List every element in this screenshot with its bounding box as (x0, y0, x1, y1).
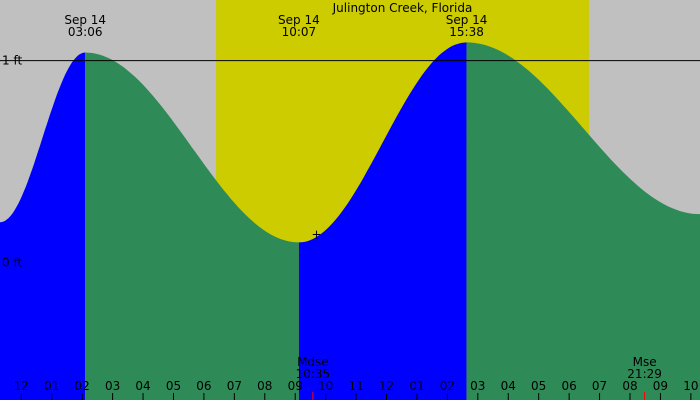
x-tick-label: 02 (75, 379, 90, 393)
x-tick-label: 08 (622, 379, 637, 393)
x-tick-label: 07 (592, 379, 607, 393)
extreme-date-label: Sep 14 (278, 13, 320, 27)
x-tick-label: 03 (470, 379, 485, 393)
x-tick-label: 03 (105, 379, 120, 393)
current-level-marker: + (311, 227, 321, 241)
reference-line-label: 1 ft (2, 54, 22, 68)
x-tick-label: 10 (683, 379, 698, 393)
x-tick-label: 12 (14, 379, 29, 393)
rising-tide-segment (298, 42, 467, 400)
extreme-date-label: Sep 14 (64, 13, 106, 27)
reference-line-label: 0 ft (2, 256, 22, 270)
moon-event-name: Mse (633, 355, 657, 369)
x-tick-label: 09 (288, 379, 303, 393)
extreme-time-label: 15:38 (449, 25, 484, 39)
extreme-time-label: 10:07 (282, 25, 317, 39)
x-tick-label: 12 (379, 379, 394, 393)
x-tick-label: 09 (653, 379, 668, 393)
x-tick-label: 04 (501, 379, 516, 393)
x-tick-label: 02 (440, 379, 455, 393)
x-tick-label: 10 (318, 379, 333, 393)
extreme-time-label: 03:06 (68, 25, 103, 39)
chart-title: Julington Creek, Florida (332, 1, 473, 15)
x-tick-label: 04 (135, 379, 150, 393)
x-tick-label: 05 (166, 379, 181, 393)
moon-event-time: 10:35 (296, 367, 331, 381)
x-tick-label: 06 (561, 379, 576, 393)
moon-event-time: 21:29 (627, 367, 662, 381)
x-tick-label: 06 (196, 379, 211, 393)
tide-area (0, 42, 700, 400)
x-tick-label: 01 (44, 379, 59, 393)
x-axis: 1120102030405060708091011120102030405060… (14, 379, 699, 400)
x-tick-label: 05 (531, 379, 546, 393)
x-tick-label: 07 (227, 379, 242, 393)
x-tick-label: 08 (257, 379, 272, 393)
rising-tide-segment (0, 52, 86, 400)
moon-event-name: Mdse (297, 355, 329, 369)
extreme-date-label: Sep 14 (446, 13, 488, 27)
falling-tide-segment (466, 42, 700, 400)
reference-lines: 1 ft 0 ft (0, 54, 700, 270)
x-tick-label: 11 (348, 379, 363, 393)
falling-tide-segment (85, 52, 299, 400)
current-level-marker-symbol: + (311, 227, 321, 241)
x-tick-label: 01 (409, 379, 424, 393)
